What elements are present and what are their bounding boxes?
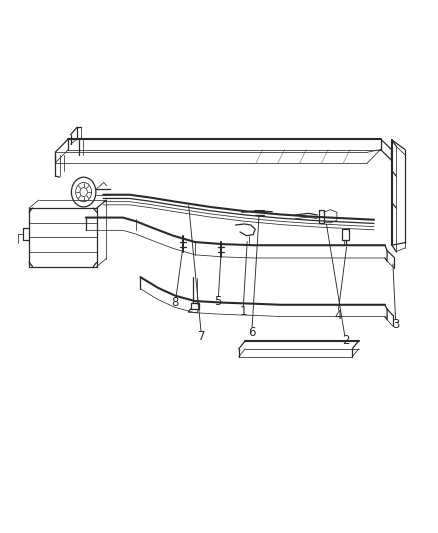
Text: 2: 2 [342,334,350,348]
Text: 1: 1 [239,305,247,318]
Text: 4: 4 [334,309,342,322]
Text: 7: 7 [198,330,205,343]
Text: 8: 8 [172,296,179,309]
Text: 6: 6 [248,326,255,340]
Text: 3: 3 [392,319,399,332]
Text: 5: 5 [215,295,222,308]
